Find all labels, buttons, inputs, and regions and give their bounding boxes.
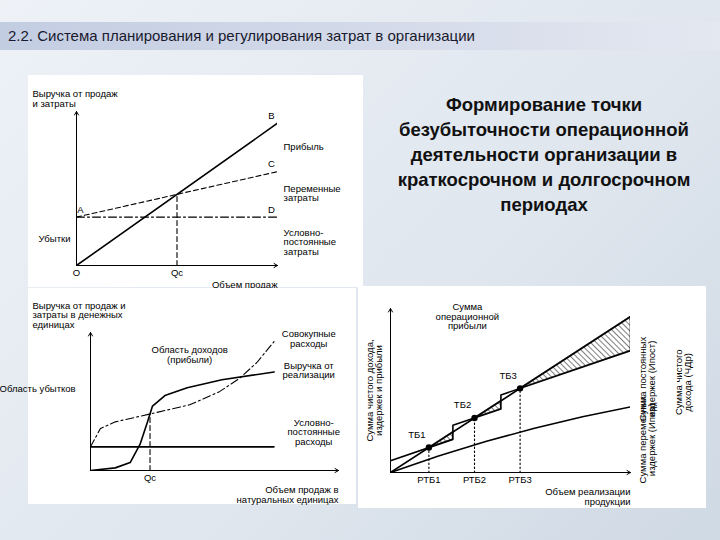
svg-text:Суммаоперационнойприбыли: Суммаоперационнойприбыли xyxy=(436,301,499,331)
svg-text:РТБ1: РТБ1 xyxy=(417,474,440,485)
svg-text:Объем продаж внатуральных един: Объем продаж внатуральных единицах xyxy=(237,484,339,505)
svg-text:Выручка от продажи затраты: Выручка от продажи затраты xyxy=(33,88,119,109)
svg-text:A: A xyxy=(77,204,84,215)
svg-text:РТБ3: РТБ3 xyxy=(508,474,531,485)
svg-text:O: O xyxy=(73,267,80,278)
svg-text:Объем продаж: Объем продаж xyxy=(211,279,278,291)
svg-text:ТБ2: ТБ2 xyxy=(454,399,471,410)
svg-text:Выручка отреализации: Выручка отреализации xyxy=(283,360,335,381)
svg-text:ТБ1: ТБ1 xyxy=(408,429,425,440)
svg-text:Объем реализациипродукции: Объем реализациипродукции xyxy=(545,486,630,507)
svg-text:Убытки: Убытки xyxy=(39,233,71,244)
svg-text:Прибыль: Прибыль xyxy=(284,141,324,152)
svg-text:B: B xyxy=(268,110,274,121)
svg-text:Qc: Qc xyxy=(171,267,183,278)
svg-text:Сумма чистого дохода,издержек: Сумма чистого дохода,издержек и прибыли xyxy=(364,339,385,441)
svg-text:D: D xyxy=(268,204,275,215)
svg-text:ТБ3: ТБ3 xyxy=(499,370,516,381)
svg-text:Совокупныерасходы: Совокупныерасходы xyxy=(282,328,336,349)
html-text:Формирование точки безубыточно: Формирование точки безубыточности операц… xyxy=(397,94,691,215)
svg-text:Сумма переменныхиздержек (Ипер: Сумма переменныхиздержек (Ипер) xyxy=(637,396,658,484)
html-text:2.2. Система планирования и ре: 2.2. Система планирования и регулировани… xyxy=(8,27,475,44)
svg-text:Переменныезатраты: Переменныезатраты xyxy=(284,183,341,204)
svg-text:РТБ2: РТБ2 xyxy=(463,474,486,485)
svg-text:Условно-постоянныерасходы: Условно-постоянныерасходы xyxy=(287,417,339,447)
html-text:издержек (Ипост): издержек (Ипост) xyxy=(646,340,658,418)
svg-text:Область доходов(прибыли): Область доходов(прибыли) xyxy=(152,344,228,365)
html-text:Сумма постоянных: Сумма постоянных xyxy=(636,336,648,422)
svg-text:Сумма чистогодохода (ЧДр): Сумма чистогодохода (ЧДр) xyxy=(673,350,694,416)
svg-text:Выручка от продаж изатраты в д: Выручка от продаж изатраты в денежныхеди… xyxy=(33,300,126,330)
svg-text:C: C xyxy=(268,158,275,169)
svg-text:Qc: Qc xyxy=(144,472,156,483)
svg-text:Условно-постоянныезатраты: Условно-постоянныезатраты xyxy=(284,227,336,257)
svg-text:Область убытков: Область убытков xyxy=(0,383,76,394)
